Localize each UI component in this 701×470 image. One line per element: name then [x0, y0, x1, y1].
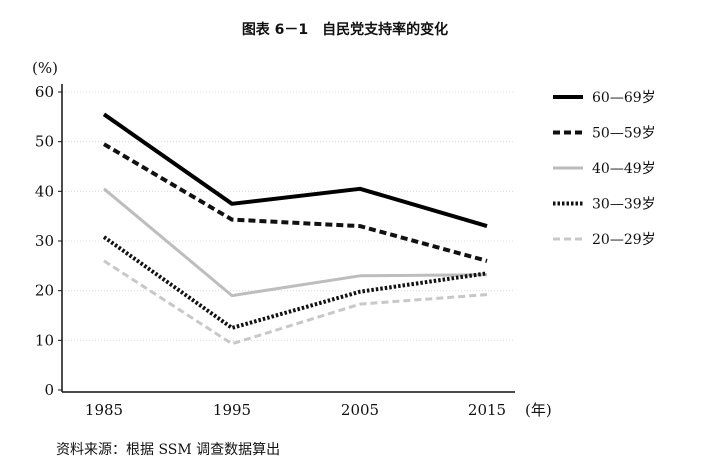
x-tick-label: 1985 [85, 401, 123, 419]
y-axis-unit-label: (%) [32, 59, 58, 77]
series-line-4 [103, 259, 488, 346]
series-line-0 [102, 112, 488, 229]
legend-label-3: 30—39岁 [592, 197, 656, 213]
series-lines [102, 112, 488, 346]
chart-title: 图表 6－1 自民党支持率的变化 [242, 21, 448, 38]
y-tick-label: 20 [35, 282, 54, 300]
x-axis-unit-label: (年) [525, 401, 552, 419]
y-tick-label: 10 [35, 331, 54, 349]
y-tick-label: 30 [35, 232, 54, 250]
legend-label-1: 50—59岁 [592, 126, 656, 142]
legend-label-4: 20—29岁 [592, 232, 656, 248]
y-tick-label: 60 [35, 83, 54, 101]
source-note: 资料来源：根据 SSM 调查数据算出 [56, 442, 280, 458]
series-line-1 [102, 142, 488, 263]
y-tick-labels: 0 10 20 30 40 50 60 [35, 83, 62, 399]
legend: 60—69岁 50—59岁 40—49岁 30—39岁 20—29岁 [553, 90, 656, 248]
legend-label-2: 40—49岁 [592, 161, 656, 177]
x-tick-label: 2015 [468, 401, 506, 419]
grid-lines [62, 91, 515, 341]
y-tick-label: 50 [35, 133, 54, 151]
x-tick-label: 2005 [341, 401, 379, 419]
y-tick-label: 0 [44, 381, 54, 399]
series-line-3 [102, 235, 488, 330]
legend-label-0: 60—69岁 [592, 90, 656, 106]
series-line-2 [103, 187, 488, 298]
y-tick-label: 40 [35, 182, 54, 200]
x-tick-label: 1995 [213, 401, 251, 419]
x-tick-labels: 1985 1995 2005 2015 [85, 401, 506, 419]
